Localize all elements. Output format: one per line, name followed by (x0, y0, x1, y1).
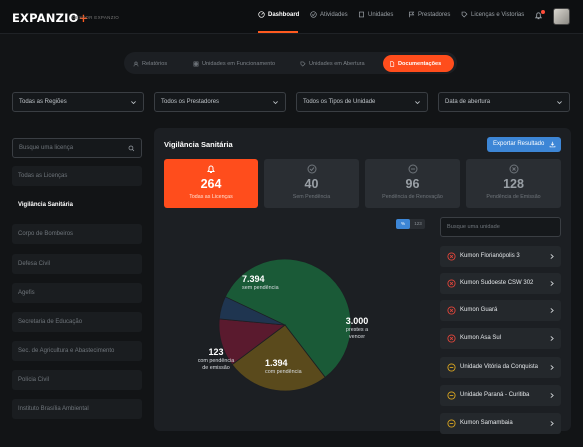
bell-icon (207, 165, 215, 173)
unit-list-item[interactable]: Kumon Sudoeste CSW 302 (440, 273, 561, 294)
top-bar (0, 0, 583, 34)
chevron-right-icon (550, 336, 554, 341)
opening-date-filter[interactable]: Data de abertura (438, 92, 570, 112)
nav-active-indicator (258, 31, 298, 33)
pie-label-com-pendencia: 1.394 com pendência (265, 358, 302, 375)
grid-icon (193, 61, 199, 66)
unit-name: Unidade Paraná - Curitiba (460, 392, 530, 398)
logo[interactable]: EXPANZIO+ (12, 11, 89, 25)
stat-card-todas[interactable]: 264 Todas as Licenças (164, 159, 258, 208)
sidebar-item-agefis[interactable]: Agefis (12, 283, 142, 303)
unit-list-item[interactable]: Kumon Asa Sul (440, 328, 561, 349)
stat-card-emissao[interactable]: 128 Pendência de Emissão (466, 159, 561, 208)
tab-relatorios[interactable]: Relatórios (127, 55, 173, 72)
chevron-right-icon (550, 281, 554, 286)
x-circle-icon (447, 252, 456, 261)
tab-unidades-funcionamento[interactable]: Unidades em Funcionamento (187, 55, 281, 72)
export-button[interactable]: Exportar Resultado (487, 137, 561, 152)
toggle-count[interactable]: 123 (414, 221, 422, 226)
x-circle-icon (447, 279, 456, 288)
chevron-down-icon (557, 101, 562, 105)
avatar[interactable] (553, 8, 570, 25)
download-icon (549, 141, 556, 148)
unit-name: Kumon Guará (460, 307, 498, 313)
chevron-right-icon (550, 393, 554, 398)
pie-slice-emissao[interactable] (218, 296, 286, 326)
license-search-input[interactable]: Busque uma licença (12, 138, 142, 158)
tab-bar (124, 52, 457, 74)
unit-list-item[interactable]: Unidade Paraná - Curitiba (440, 385, 561, 406)
unit-search-input[interactable]: Busque uma unidade (440, 217, 561, 237)
nav-atividades[interactable]: Atividades (310, 11, 348, 18)
chevron-down-icon (415, 101, 420, 105)
minus-circle-icon (408, 164, 417, 174)
chevron-right-icon (550, 421, 554, 426)
pie-label-prestes: 3.000 prestes a vencer (345, 316, 369, 340)
tab-documentacoes[interactable]: Documentações (383, 55, 454, 72)
provider-filter[interactable]: Todos os Prestadores (154, 92, 286, 112)
pie-chart-area (154, 228, 434, 428)
toggle-percent[interactable]: % (396, 219, 410, 229)
notification-dot (541, 10, 545, 14)
unit-list-item[interactable]: Kumon Guará (440, 300, 561, 321)
stat-card-renovacao[interactable]: 96 Pendência de Renovação (365, 159, 460, 208)
unit-name: Kumon Asa Sul (460, 335, 502, 341)
check-circle-icon (310, 11, 317, 18)
sidebar-item-bombeiros[interactable]: Corpo de Bombeiros (12, 224, 142, 244)
x-circle-icon (447, 306, 456, 315)
unit-name: Kumon Sudoeste CSW 302 (460, 280, 534, 286)
search-icon (128, 145, 135, 152)
chevron-down-icon (131, 101, 136, 105)
chevron-right-icon (550, 365, 554, 370)
sidebar-item-defesa-civil[interactable]: Defesa Civil (12, 254, 142, 274)
bell-icon[interactable] (534, 11, 543, 20)
unit-name: Unidade Vitória da Conquista (460, 364, 538, 370)
flag-icon (409, 11, 415, 18)
stat-card-sem-pendencia[interactable]: 40 Sem Pendência (264, 159, 359, 208)
pie-label-emissao: 123 com pendência de emissão (197, 347, 235, 371)
users-icon (133, 61, 139, 66)
minus-circle-icon (447, 363, 456, 372)
nav-licencas[interactable]: Licenças e Vistorias (461, 11, 524, 18)
pie-chart (218, 258, 352, 392)
minus-circle-icon (447, 391, 456, 400)
chevron-right-icon (550, 308, 554, 313)
tag-icon (461, 11, 468, 18)
sidebar-item-todas[interactable]: Todas as Licenças (12, 166, 142, 186)
percent-count-toggle[interactable]: % 123 (396, 219, 425, 229)
nav-unidades[interactable]: Unidades (358, 11, 393, 18)
x-circle-icon (509, 164, 518, 174)
unit-list-item[interactable]: Kumon Samambaia (440, 413, 561, 434)
sidebar-item-ibram[interactable]: Instituto Brasília Ambiental (12, 399, 142, 419)
pie-label-sem-pendencia: 7.394 sem pendência (242, 274, 279, 291)
tab-unidades-abertura[interactable]: Unidades em Abertura (294, 55, 371, 72)
document-icon (390, 60, 395, 67)
chevron-down-icon (273, 101, 278, 105)
unit-list-item[interactable]: Unidade Vitória da Conquista (440, 357, 561, 378)
check-circle-icon (307, 164, 316, 174)
unit-name: Kumon Samambaia (460, 420, 513, 426)
x-circle-icon (447, 334, 456, 343)
sidebar-item-educacao[interactable]: Secretaria de Educação (12, 312, 142, 332)
chevron-right-icon (550, 254, 554, 259)
unit-name: Kumon Florianópolis 3 (460, 253, 520, 259)
unit-type-filter[interactable]: Todos os Tipos de Unidade (296, 92, 428, 112)
sidebar-item-vigilancia[interactable]: Vigilância Sanitária (18, 202, 73, 208)
minus-circle-icon (447, 419, 456, 428)
sidebar-item-policia-civil[interactable]: Polícia Civil (12, 370, 142, 390)
nav-dashboard[interactable]: Dashboard (258, 11, 299, 18)
dashboard-icon (258, 11, 265, 18)
sidebar-item-agricultura[interactable]: Sec. de Agricultura e Abastecimento (12, 341, 142, 361)
pie-slice-prestes[interactable] (231, 324, 326, 392)
unit-list-item[interactable]: Kumon Florianópolis 3 (440, 246, 561, 267)
pie-slice-sem-pendencia[interactable] (219, 258, 352, 378)
region-filter[interactable]: Todas as Regiões (12, 92, 144, 112)
logo-subtitle: GESTOR EXPANZIO (72, 15, 120, 20)
nav-prestadores[interactable]: Prestadores (408, 11, 450, 18)
page-title: Vigilância Sanitária (164, 140, 233, 149)
tag-icon (300, 61, 306, 67)
building-icon (359, 11, 364, 18)
